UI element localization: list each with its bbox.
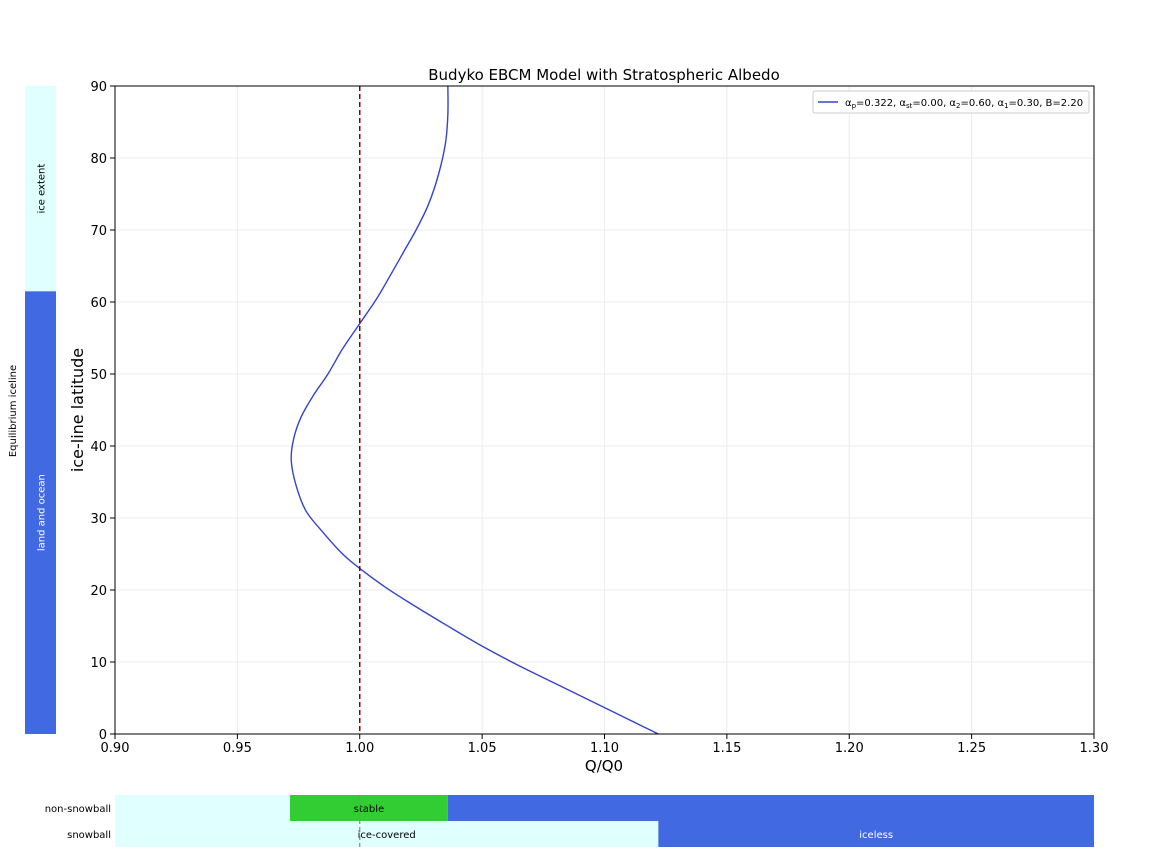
left-bar-segment-label: land and ocean [37,474,48,551]
legend-label: αp=0.322, αst=0.00, α2=0.60, α1=0.30, B=… [845,98,1083,110]
y-tick-label: 60 [90,296,107,311]
y-tick-label: 20 [90,584,107,599]
bottom-bar-segment-label: ice-covered [358,830,416,841]
y-tick-label: 30 [90,512,107,527]
y-axis: 0 10 20 30 40 50 60 70 80 90 [90,80,115,743]
x-tick-label: 1.10 [590,741,619,756]
x-axis-label: Q/Q0 [585,757,623,775]
legend: αp=0.322, αst=0.00, α2=0.60, α1=0.30, B=… [812,90,1090,114]
legend-box [812,90,1090,114]
y-tick-label: 90 [90,80,107,95]
x-tick-label: 1.15 [712,741,741,756]
left-bar-segment [25,291,56,734]
y-tick-label: 80 [90,152,107,167]
left-bar: land and ocean ice extent [25,86,56,734]
bottom-bar-segment [658,821,1094,847]
bottom-bar-segment [289,795,448,821]
x-tick-label: 1.20 [835,741,864,756]
bottom-bar-segment [115,795,290,821]
x-tick-label: 1.05 [468,741,497,756]
bottom-bar-segment [115,821,659,847]
series-line [290,85,659,735]
chart-title: Budyko EBCM Model with Stratospheric Alb… [428,66,780,84]
x-tick-label: 1.00 [345,741,374,756]
y-tick-label: 50 [90,368,107,383]
bottom-bar-segment-label: iceless [859,830,893,841]
x-tick-label: 1.25 [957,741,986,756]
left-bar-segment [25,86,56,292]
x-tick-label: 0.90 [101,741,130,756]
y-axis-label: ice-line latitude [68,348,87,472]
left-bar-segment-label: ice extent [37,164,48,214]
bottom-bar-segment [447,795,1094,821]
y-tick-label: 10 [90,656,107,671]
grid [114,85,1095,735]
bottom-bar-row-label: snowball [67,830,111,841]
y-tick-label: 40 [90,440,107,455]
bottom-bar-row-label: non-snowball [45,804,111,815]
y-tick-label: 0 [99,728,107,743]
x-tick-label: 0.95 [223,741,252,756]
x-tick-label: 1.30 [1080,741,1109,756]
bottom-bars: non-snowball stable snowball ice-covered ice… [45,795,1094,847]
series-group [290,85,659,735]
x-axis: 0.90 0.95 1.00 1.05 1.10 1.15 1.20 1.25 1.30 [101,734,1109,756]
left-bar-label: Equilibrium iceline [8,365,19,457]
y-tick-label: 70 [90,224,107,239]
bottom-bar-segment-label: stable [354,804,385,815]
